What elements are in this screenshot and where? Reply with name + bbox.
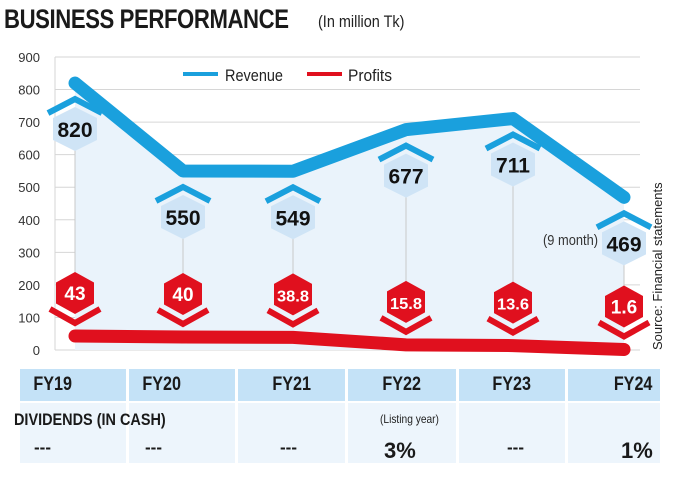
revenue-marker: 549 xyxy=(264,183,322,240)
revenue-chevron xyxy=(484,131,542,152)
table-cell xyxy=(20,403,126,463)
revenue-marker: 677 xyxy=(377,142,435,198)
table-header-fy20: FY20 xyxy=(129,369,235,401)
dividend-value: 3% xyxy=(384,438,416,463)
y-axis: 0 100 200 300 400 500 600 700 800 900 xyxy=(18,50,40,358)
dividend-value: --- xyxy=(34,438,51,457)
legend: Revenue Profits xyxy=(183,66,392,85)
y-tick-label: 700 xyxy=(18,115,40,130)
profits-marker: 15.8 xyxy=(379,280,433,336)
revenue-value-label: 677 xyxy=(388,166,423,189)
revenue-area-fill xyxy=(75,83,624,351)
profits-value-label: 43 xyxy=(64,284,85,305)
revenue-line xyxy=(68,76,631,204)
revenue-markers: 820 550 549 677 711 469 xyxy=(46,95,653,266)
revenue-value-label: 711 xyxy=(496,155,530,178)
table-header-fy23: FY23 xyxy=(459,369,565,401)
dividend-value: --- xyxy=(507,438,524,457)
revenue-hexagon xyxy=(161,194,205,239)
y-tick-label: 900 xyxy=(18,50,40,65)
profits-marker: 40 xyxy=(156,272,210,328)
profits-marker: 13.6 xyxy=(486,281,540,337)
revenue-hexagon xyxy=(53,107,97,152)
source-note: Source: Financial statements xyxy=(650,182,665,350)
year-label: FY22 xyxy=(382,374,422,395)
profits-value-label: 13.6 xyxy=(497,297,529,314)
y-tick-label: 100 xyxy=(18,310,40,325)
profits-marker: 38.8 xyxy=(266,273,320,328)
y-tick-label: 300 xyxy=(18,245,40,260)
profits-value-label: 1.6 xyxy=(611,297,637,318)
y-tick-label: 200 xyxy=(18,278,40,293)
revenue-value-label: 550 xyxy=(165,207,200,230)
profits-value-label: 38.8 xyxy=(277,288,309,305)
table-cell xyxy=(129,403,235,463)
revenue-chevron xyxy=(595,209,653,230)
table-header-fy24: FY24 xyxy=(568,369,660,401)
profits-hexagon xyxy=(494,281,532,324)
table-cell xyxy=(459,403,565,463)
profits-line xyxy=(68,329,631,356)
revenue-value-label: 820 xyxy=(57,119,92,142)
revenue-marker: 469 xyxy=(595,209,653,266)
profits-chevron xyxy=(379,315,433,336)
revenue-chevron xyxy=(154,183,212,204)
revenue-marker: 550 xyxy=(154,183,212,239)
revenue-hexagon xyxy=(491,142,535,187)
year-label: FY24 xyxy=(613,374,652,395)
revenue-marker: 820 xyxy=(46,95,104,152)
profits-chevron xyxy=(48,306,102,327)
revenue-hexagon xyxy=(384,153,428,198)
profits-value-label: 15.8 xyxy=(390,296,422,313)
legend-revenue-label: Revenue xyxy=(225,66,283,85)
revenue-chevron xyxy=(377,142,435,163)
chart-area: 0 100 200 300 400 500 600 700 800 900 820 550 549 67… xyxy=(18,50,653,358)
table-header-fy22: FY22 xyxy=(348,369,456,401)
y-tick-label: 0 xyxy=(33,343,40,358)
revenue-chevron xyxy=(46,95,104,116)
year-label: FY21 xyxy=(272,374,311,395)
profits-hexagon xyxy=(56,272,94,315)
profits-marker: 1.6 xyxy=(597,285,651,340)
y-tick-label: 600 xyxy=(18,148,40,163)
listing-year-note: (Listing year) xyxy=(380,412,439,426)
revenue-value-label: 549 xyxy=(275,207,310,230)
profits-chevron xyxy=(156,307,210,328)
table-cell xyxy=(238,403,345,463)
revenue-chevron xyxy=(264,183,322,204)
dividend-value: --- xyxy=(280,438,297,457)
year-label: FY23 xyxy=(492,374,532,395)
dividend-value: --- xyxy=(145,438,162,457)
dividend-value: 1% xyxy=(621,438,653,463)
profits-chevron xyxy=(486,315,540,337)
revenue-value-label: 469 xyxy=(606,233,641,256)
profits-marker: 43 xyxy=(48,272,102,327)
year-label: FY20 xyxy=(142,374,182,395)
profits-hexagon xyxy=(605,285,643,328)
profits-value-label: 40 xyxy=(172,285,193,306)
nine-month-annotation: (9 month) xyxy=(543,232,598,249)
chart-title: BUSINESS PERFORMANCE xyxy=(4,4,289,34)
profits-chevron xyxy=(597,319,651,340)
revenue-marker: 711 xyxy=(484,131,542,187)
revenue-hexagon xyxy=(271,195,315,240)
table-cell xyxy=(568,403,660,463)
profits-markers: 43 40 38.8 15.8 13.6 1.6 xyxy=(48,272,651,340)
year-label: FY19 xyxy=(33,374,73,395)
legend-profits-label: Profits xyxy=(348,66,392,85)
profits-hexagon xyxy=(164,272,202,315)
y-tick-label: 800 xyxy=(18,83,40,98)
profits-hexagon xyxy=(274,273,312,316)
dividends-row-label: DIVIDENDS (IN CASH) xyxy=(14,410,166,429)
table-header-fy21: FY21 xyxy=(238,369,345,401)
table-cell xyxy=(348,403,456,463)
y-tick-label: 500 xyxy=(18,180,40,195)
profits-hexagon xyxy=(387,280,425,323)
table-header-fy19: FY19 xyxy=(20,369,126,401)
revenue-hexagon xyxy=(602,221,646,266)
profits-chevron xyxy=(266,307,320,328)
chart-subtitle: (In million Tk) xyxy=(318,12,405,31)
y-tick-label: 400 xyxy=(18,213,40,228)
